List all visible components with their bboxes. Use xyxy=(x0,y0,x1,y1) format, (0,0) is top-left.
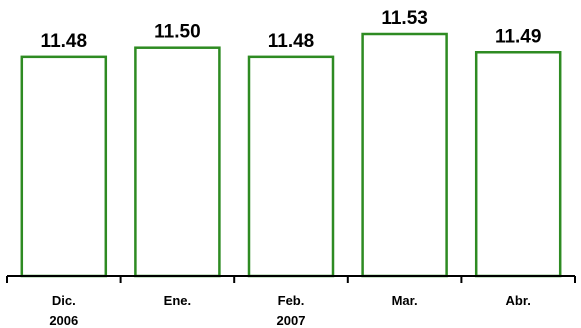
x-tick-label: Feb. xyxy=(278,293,305,308)
category-labels-group: Dic. Ene. Feb. Mar. Abr. xyxy=(52,293,531,308)
bar-value-label: 11.53 xyxy=(381,8,428,29)
year-labels-group: 2006 2007 xyxy=(49,313,305,328)
bar-ene xyxy=(134,46,221,278)
year-label-2006: 2006 xyxy=(49,313,78,328)
bar-abr xyxy=(474,51,562,278)
bar-dic xyxy=(20,55,108,278)
x-axis-ticks xyxy=(6,276,576,283)
bar-mar xyxy=(361,32,448,278)
bars-group xyxy=(20,32,562,278)
bar-value-label: 11.49 xyxy=(495,26,542,47)
bar-value-label: 11.48 xyxy=(268,31,315,52)
value-labels-group: 11.48 11.50 11.48 11.53 11.49 xyxy=(41,8,542,52)
bar-value-label: 11.48 xyxy=(41,31,88,52)
x-tick-label: Mar. xyxy=(392,293,418,308)
bar-value-label: 11.50 xyxy=(154,22,201,43)
x-tick-label: Ene. xyxy=(164,293,191,308)
bar-feb xyxy=(247,55,335,278)
year-label-2007: 2007 xyxy=(277,313,306,328)
x-tick-label: Abr. xyxy=(506,293,531,308)
x-tick-label: Dic. xyxy=(52,293,76,308)
